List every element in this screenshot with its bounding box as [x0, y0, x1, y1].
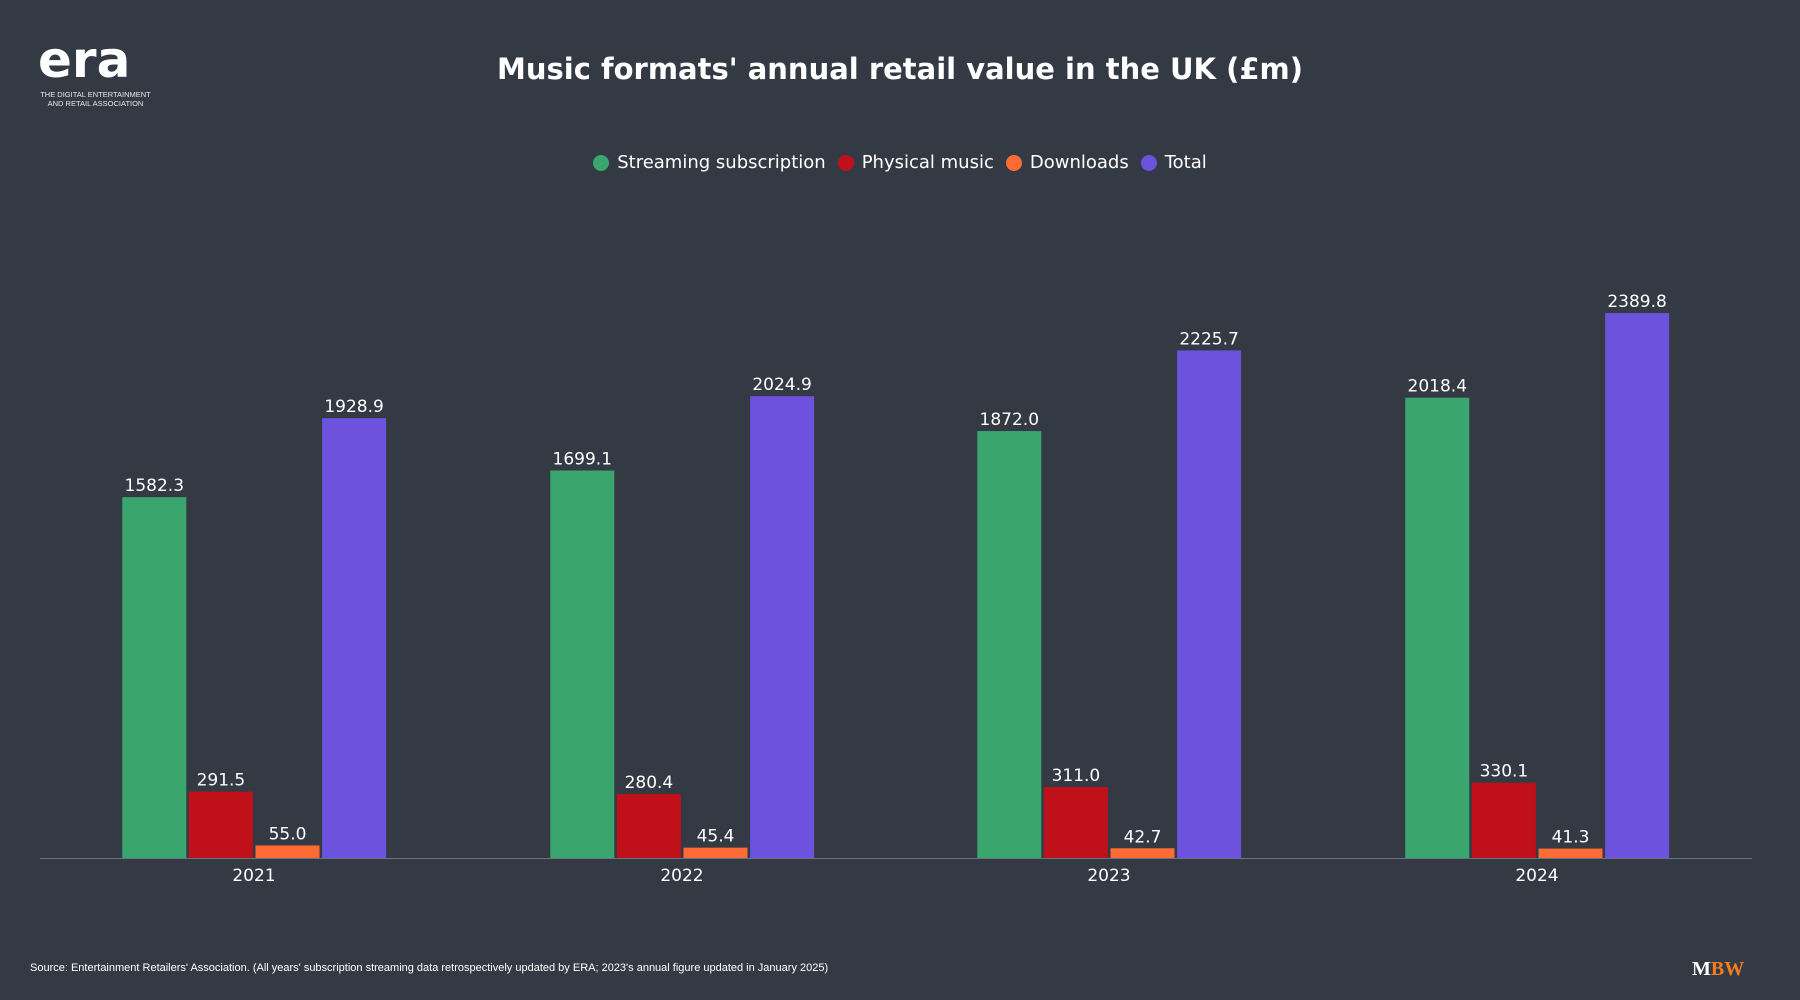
data-label: 1699.1 — [553, 450, 612, 470]
legend-dot-icon — [1005, 154, 1022, 171]
x-tick-label: 2022 — [660, 866, 703, 886]
x-tick-label: 2023 — [1087, 866, 1130, 886]
data-label: 2225.7 — [1179, 329, 1238, 349]
bar — [188, 791, 253, 858]
data-label: 1582.3 — [125, 476, 184, 496]
data-label: 41.3 — [1552, 828, 1590, 848]
chart-title: Music formats' annual retail value in th… — [496, 52, 1303, 86]
data-label: 280.4 — [625, 773, 674, 793]
legend-item[interactable]: Total — [1140, 152, 1207, 173]
legend-label: Physical music — [861, 152, 994, 173]
bar — [616, 794, 681, 858]
bar — [1605, 313, 1670, 858]
legend-dot-icon — [1140, 154, 1157, 171]
era-logo-subtitle-2: AND RETAIL ASSOCIATION — [47, 99, 144, 108]
data-label: 2389.8 — [1607, 292, 1666, 312]
data-label: 330.1 — [1480, 762, 1529, 782]
bar — [122, 497, 187, 858]
data-label: 1928.9 — [324, 397, 383, 417]
legend-dot-icon — [593, 154, 610, 171]
x-tick-label: 2021 — [232, 866, 275, 886]
data-label: 1872.0 — [980, 410, 1039, 430]
x-tick-label: 2024 — [1515, 866, 1558, 886]
legend: Streaming subscription Physical music Down… — [0, 152, 1800, 173]
bar — [1538, 848, 1603, 858]
bar — [322, 418, 387, 858]
bar — [683, 847, 748, 858]
bar — [1471, 782, 1536, 858]
mbw-logo-m: M — [1692, 958, 1711, 980]
legend-item[interactable]: Streaming subscription — [593, 152, 826, 173]
era-logo: era THE DIGITAL ENTERTAINMENT AND RETAIL… — [38, 30, 153, 108]
era-logo-mark: era — [38, 31, 131, 89]
bar — [750, 396, 815, 858]
legend-dot-icon — [837, 154, 854, 171]
data-label: 311.0 — [1052, 766, 1101, 786]
era-logo-subtitle-1: THE DIGITAL ENTERTAINMENT — [40, 90, 151, 99]
bar — [1177, 350, 1242, 858]
data-label: 2024.9 — [752, 375, 811, 395]
bar — [977, 431, 1042, 858]
legend-label: Total — [1164, 152, 1207, 173]
legend-item[interactable]: Physical music — [837, 152, 994, 173]
data-label: 2018.4 — [1408, 377, 1467, 397]
bar — [255, 845, 320, 858]
data-label: 291.5 — [197, 771, 246, 791]
legend-label: Downloads — [1029, 152, 1129, 173]
data-label: 55.0 — [269, 824, 307, 844]
data-label: 45.4 — [697, 827, 735, 847]
source-note: Source: Entertainment Retailers' Associa… — [30, 962, 829, 974]
data-label: 42.7 — [1124, 827, 1162, 847]
legend-label: Streaming subscription — [617, 152, 826, 173]
bar — [1405, 397, 1470, 858]
mbw-logo-bw: BW — [1710, 958, 1745, 980]
bar — [1110, 848, 1175, 858]
bar — [1043, 787, 1108, 858]
legend-item[interactable]: Downloads — [1005, 152, 1129, 173]
mbw-logo: MBW — [1692, 958, 1744, 981]
bar — [550, 470, 615, 858]
